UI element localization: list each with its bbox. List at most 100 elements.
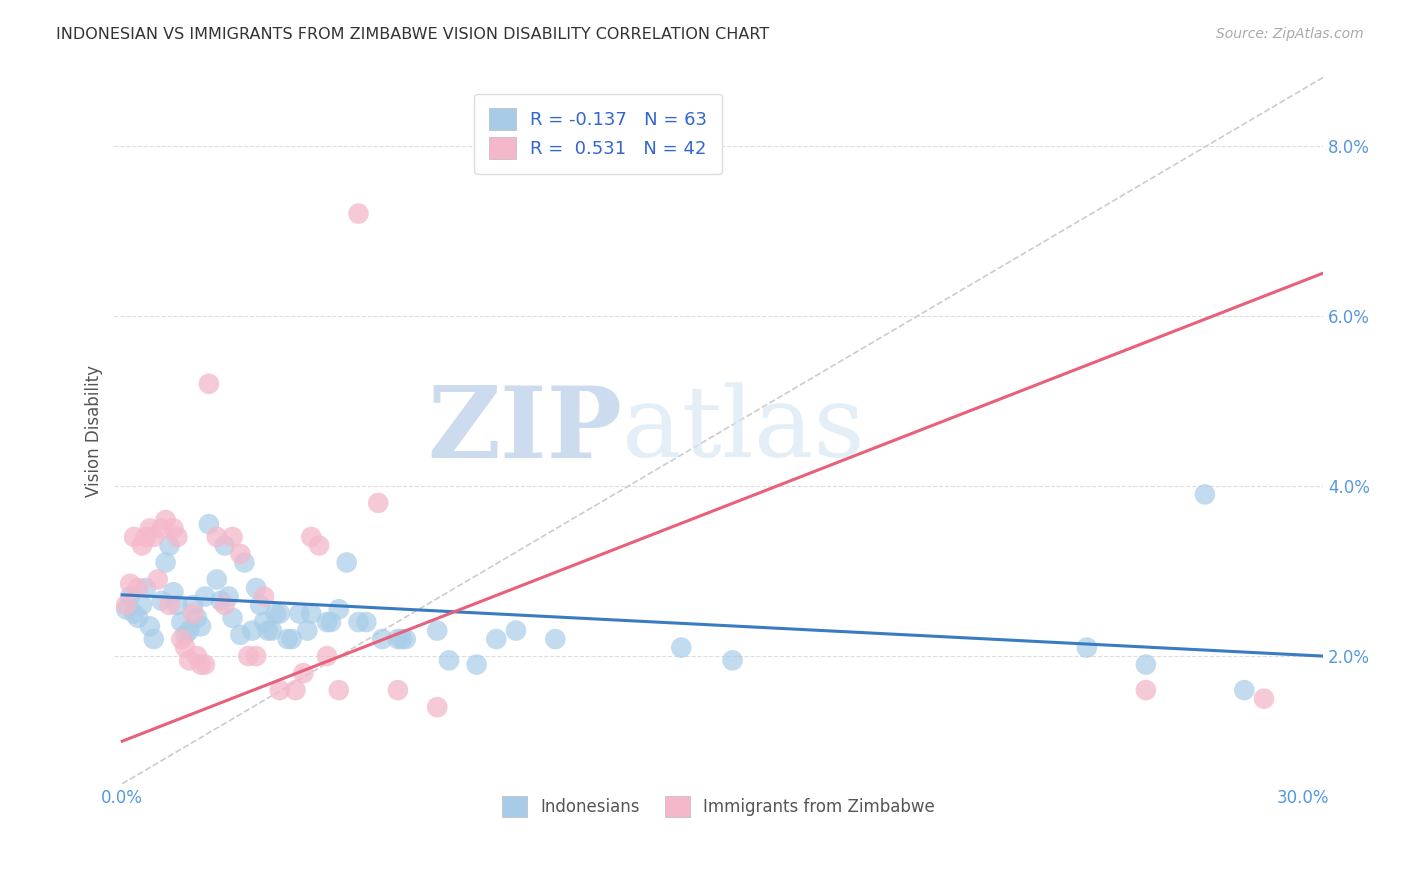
Indonesians — [155, 556, 177, 570]
Immigrants from Zimbabwe — [139, 521, 162, 535]
Indonesians — [209, 594, 232, 608]
Legend: Indonesians, Immigrants from Zimbabwe: Indonesians, Immigrants from Zimbabwe — [494, 788, 943, 825]
Indonesians — [233, 556, 256, 570]
Indonesians — [316, 615, 339, 629]
Indonesians — [347, 615, 370, 629]
Immigrants from Zimbabwe — [170, 632, 193, 646]
Indonesians — [465, 657, 488, 672]
Immigrants from Zimbabwe — [186, 649, 208, 664]
Indonesians — [142, 632, 165, 646]
Immigrants from Zimbabwe — [1135, 683, 1157, 698]
Indonesians — [485, 632, 508, 646]
Indonesians — [356, 615, 378, 629]
Immigrants from Zimbabwe — [198, 376, 221, 391]
Immigrants from Zimbabwe — [120, 576, 142, 591]
Immigrants from Zimbabwe — [426, 700, 449, 714]
Immigrants from Zimbabwe — [122, 530, 145, 544]
Indonesians — [205, 573, 228, 587]
Indonesians — [426, 624, 449, 638]
Indonesians — [395, 632, 418, 646]
Indonesians — [544, 632, 567, 646]
Indonesians — [218, 590, 240, 604]
Indonesians — [135, 581, 157, 595]
Indonesians — [277, 632, 299, 646]
Immigrants from Zimbabwe — [174, 640, 197, 655]
Immigrants from Zimbabwe — [367, 496, 389, 510]
Immigrants from Zimbabwe — [387, 683, 409, 698]
Immigrants from Zimbabwe — [292, 666, 315, 681]
Indonesians — [162, 585, 184, 599]
Immigrants from Zimbabwe — [245, 649, 267, 664]
Indonesians — [721, 653, 744, 667]
Indonesians — [671, 640, 693, 655]
Immigrants from Zimbabwe — [238, 649, 260, 664]
Indonesians — [280, 632, 302, 646]
Immigrants from Zimbabwe — [131, 539, 153, 553]
Immigrants from Zimbabwe — [269, 683, 291, 698]
Indonesians — [170, 615, 193, 629]
Indonesians — [139, 619, 162, 633]
Indonesians — [249, 598, 271, 612]
Indonesians — [505, 624, 527, 638]
Indonesians — [1135, 657, 1157, 672]
Indonesians — [221, 611, 243, 625]
Immigrants from Zimbabwe — [316, 649, 339, 664]
Immigrants from Zimbabwe — [299, 530, 322, 544]
Indonesians — [181, 598, 204, 612]
Immigrants from Zimbabwe — [205, 530, 228, 544]
Indonesians — [319, 615, 342, 629]
Immigrants from Zimbabwe — [146, 573, 169, 587]
Indonesians — [391, 632, 413, 646]
Indonesians — [1194, 487, 1216, 501]
Immigrants from Zimbabwe — [229, 547, 252, 561]
Immigrants from Zimbabwe — [155, 513, 177, 527]
Indonesians — [264, 607, 287, 621]
Indonesians — [179, 624, 201, 638]
Immigrants from Zimbabwe — [181, 607, 204, 621]
Immigrants from Zimbabwe — [194, 657, 217, 672]
Indonesians — [214, 539, 236, 553]
Indonesians — [174, 628, 197, 642]
Immigrants from Zimbabwe — [308, 539, 330, 553]
Indonesians — [240, 624, 263, 638]
Text: ZIP: ZIP — [427, 382, 621, 479]
Indonesians — [166, 598, 188, 612]
Indonesians — [328, 602, 350, 616]
Immigrants from Zimbabwe — [221, 530, 243, 544]
Immigrants from Zimbabwe — [179, 653, 201, 667]
Indonesians — [260, 624, 283, 638]
Immigrants from Zimbabwe — [142, 530, 165, 544]
Indonesians — [159, 539, 181, 553]
Indonesians — [194, 590, 217, 604]
Immigrants from Zimbabwe — [127, 581, 149, 595]
Text: INDONESIAN VS IMMIGRANTS FROM ZIMBABWE VISION DISABILITY CORRELATION CHART: INDONESIAN VS IMMIGRANTS FROM ZIMBABWE V… — [56, 27, 769, 42]
Immigrants from Zimbabwe — [328, 683, 350, 698]
Indonesians — [229, 628, 252, 642]
Indonesians — [437, 653, 460, 667]
Immigrants from Zimbabwe — [115, 598, 138, 612]
Immigrants from Zimbabwe — [253, 590, 276, 604]
Indonesians — [190, 619, 212, 633]
Indonesians — [1233, 683, 1256, 698]
Indonesians — [131, 598, 153, 612]
Indonesians — [257, 624, 280, 638]
Immigrants from Zimbabwe — [190, 657, 212, 672]
Indonesians — [297, 624, 319, 638]
Indonesians — [186, 611, 208, 625]
Indonesians — [336, 556, 359, 570]
Indonesians — [150, 594, 173, 608]
Indonesians — [299, 607, 322, 621]
Immigrants from Zimbabwe — [214, 598, 236, 612]
Immigrants from Zimbabwe — [135, 530, 157, 544]
Immigrants from Zimbabwe — [159, 598, 181, 612]
Immigrants from Zimbabwe — [162, 521, 184, 535]
Text: atlas: atlas — [621, 383, 865, 478]
Immigrants from Zimbabwe — [150, 521, 173, 535]
Indonesians — [245, 581, 267, 595]
Indonesians — [1076, 640, 1098, 655]
Immigrants from Zimbabwe — [284, 683, 307, 698]
Indonesians — [288, 607, 311, 621]
Indonesians — [122, 607, 145, 621]
Immigrants from Zimbabwe — [347, 206, 370, 220]
Indonesians — [127, 611, 149, 625]
